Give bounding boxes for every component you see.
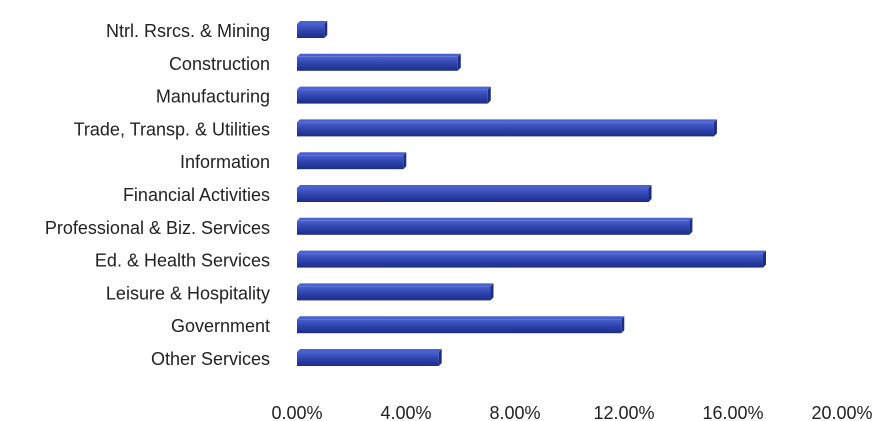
category-label: Government [171,316,270,336]
bar-top-face [297,119,717,122]
bar-face [297,286,490,300]
category-label: Construction [169,54,270,74]
bar-face [297,155,403,169]
bar [297,54,461,71]
bar-top-face [297,54,461,57]
bar-top-face [297,21,327,24]
bar-face [297,352,439,366]
bar [297,119,717,136]
bar [297,185,652,202]
x-tick-label: 8.00% [489,403,540,421]
category-labels: Ntrl. Rsrcs. & Mining Construction Manufac… [45,21,270,369]
bar-top-face [297,87,491,90]
x-tick-label: 0.00% [271,403,322,421]
bar-face [297,24,324,38]
x-tick-label: 20.00% [811,403,872,421]
bar [297,218,692,235]
bar-face [297,319,621,333]
bars [297,21,766,366]
bar-face [297,221,689,235]
bar-top-face [297,251,766,254]
bar-top-face [297,152,406,155]
bar-face [297,90,488,104]
bar-top-face [297,283,493,286]
category-label: Leisure & Hospitality [106,283,270,303]
bar-top-face [297,349,442,352]
bar-top-face [297,185,652,188]
category-label: Trade, Transp. & Utilities [74,119,270,139]
x-axis-tick-labels: 0.00% 4.00% 8.00% 12.00% 16.00% 20.00% [271,403,872,421]
category-label: Other Services [151,349,270,369]
bar [297,251,766,268]
bar [297,283,493,300]
bar [297,152,406,169]
x-tick-label: 16.00% [702,403,763,421]
category-label: Manufacturing [156,87,270,107]
bar-top-face [297,316,624,319]
category-label: Financial Activities [123,185,270,205]
bar-face [297,57,458,71]
x-tick-label: 4.00% [380,403,431,421]
bar [297,349,442,366]
category-label: Ed. & Health Services [95,251,270,271]
category-label: Information [180,152,270,172]
bar-face [297,122,714,136]
bar-face [297,254,763,268]
bar [297,316,624,333]
bar-face [297,188,649,202]
x-tick-label: 12.00% [593,403,654,421]
bar [297,87,491,104]
bar [297,21,327,38]
bar-top-face [297,218,692,221]
category-label: Professional & Biz. Services [45,218,270,238]
category-label: Ntrl. Rsrcs. & Mining [106,21,270,41]
